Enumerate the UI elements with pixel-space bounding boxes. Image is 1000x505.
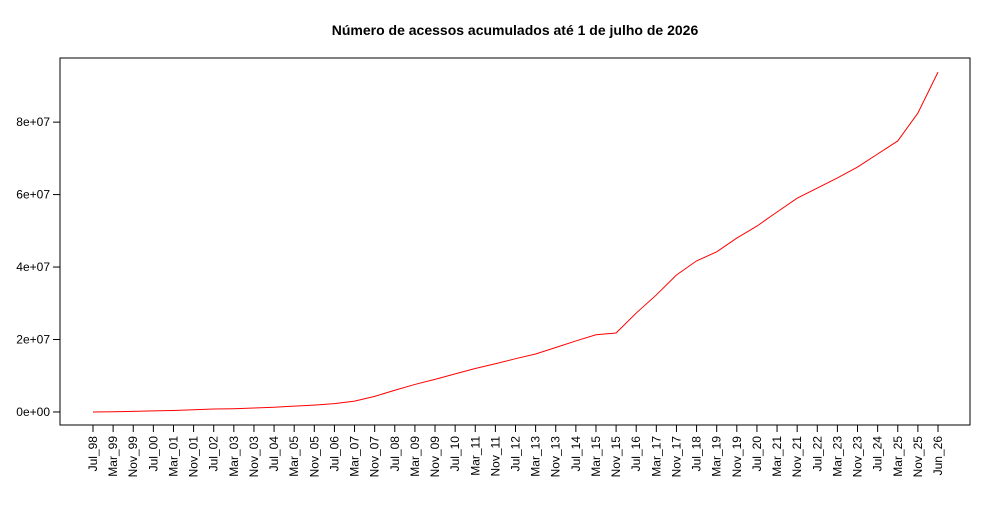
x-tick-label: Jul_98 [86, 436, 100, 472]
x-tick-label: Mar_21 [770, 436, 784, 477]
x-tick-label: Mar_17 [649, 436, 663, 477]
x-tick-label: Mar_99 [106, 436, 120, 477]
x-tick-label: Jul_08 [388, 436, 402, 472]
x-tick-label: Nov_23 [851, 436, 865, 478]
x-tick-label: Mar_15 [589, 436, 603, 477]
x-tick-label: Jul_04 [267, 436, 281, 472]
x-tick-label: Jun_26 [931, 436, 945, 476]
x-tick-label: Nov_19 [730, 436, 744, 478]
y-tick-label: 8e+07 [16, 115, 50, 129]
x-tick-label: Nov_03 [247, 436, 261, 478]
x-tick-label: Jul_24 [871, 436, 885, 472]
x-tick-label: Mar_25 [891, 436, 905, 477]
x-tick-label: Mar_13 [529, 436, 543, 477]
x-tick-label: Nov_17 [669, 436, 683, 478]
data-line [92, 71, 939, 413]
x-tick-label: Nov_13 [549, 436, 563, 478]
x-tick-label: Jul_10 [448, 436, 462, 472]
x-tick-label: Mar_19 [710, 436, 724, 477]
x-tick-label: Mar_09 [408, 436, 422, 477]
x-tick-label: Nov_01 [187, 436, 201, 478]
x-tick-label: Jul_22 [810, 436, 824, 472]
x-tick-label: Nov_11 [488, 436, 502, 477]
x-tick-label: Nov_07 [368, 436, 382, 478]
chart-title: Número de acessos acumulados até 1 de ju… [332, 22, 699, 38]
y-tick-label: 6e+07 [16, 188, 50, 202]
plot-frame [59, 57, 971, 426]
x-tick-label: Jul_20 [750, 436, 764, 472]
x-tick-label: Nov_05 [307, 436, 321, 478]
x-tick-label: Mar_11 [468, 436, 482, 476]
y-tick-label: 0e+00 [16, 405, 50, 419]
x-tick-label: Mar_01 [166, 436, 180, 477]
x-tick-label: Nov_25 [911, 436, 925, 478]
x-tick-label: Nov_15 [609, 436, 623, 478]
x-tick-label: Mar_07 [348, 436, 362, 477]
x-tick-label: Nov_09 [428, 436, 442, 478]
x-tick-label: Jul_02 [207, 436, 221, 472]
x-tick-label: Mar_23 [830, 436, 844, 477]
y-tick-label: 4e+07 [16, 260, 50, 274]
x-tick-label: Jul_16 [629, 436, 643, 472]
x-tick-label: Jul_06 [327, 436, 341, 472]
x-tick-label: Nov_99 [126, 436, 140, 478]
x-tick-label: Jul_18 [690, 436, 704, 472]
x-tick-label: Jul_12 [509, 436, 523, 472]
x-tick-label: Nov_21 [790, 436, 804, 478]
x-tick-label: Mar_05 [287, 436, 301, 477]
x-tick-label: Jul_00 [146, 436, 160, 472]
x-tick-label: Mar_03 [227, 436, 241, 477]
y-tick-label: 2e+07 [16, 332, 50, 346]
x-tick-label: Jul_14 [569, 436, 583, 472]
